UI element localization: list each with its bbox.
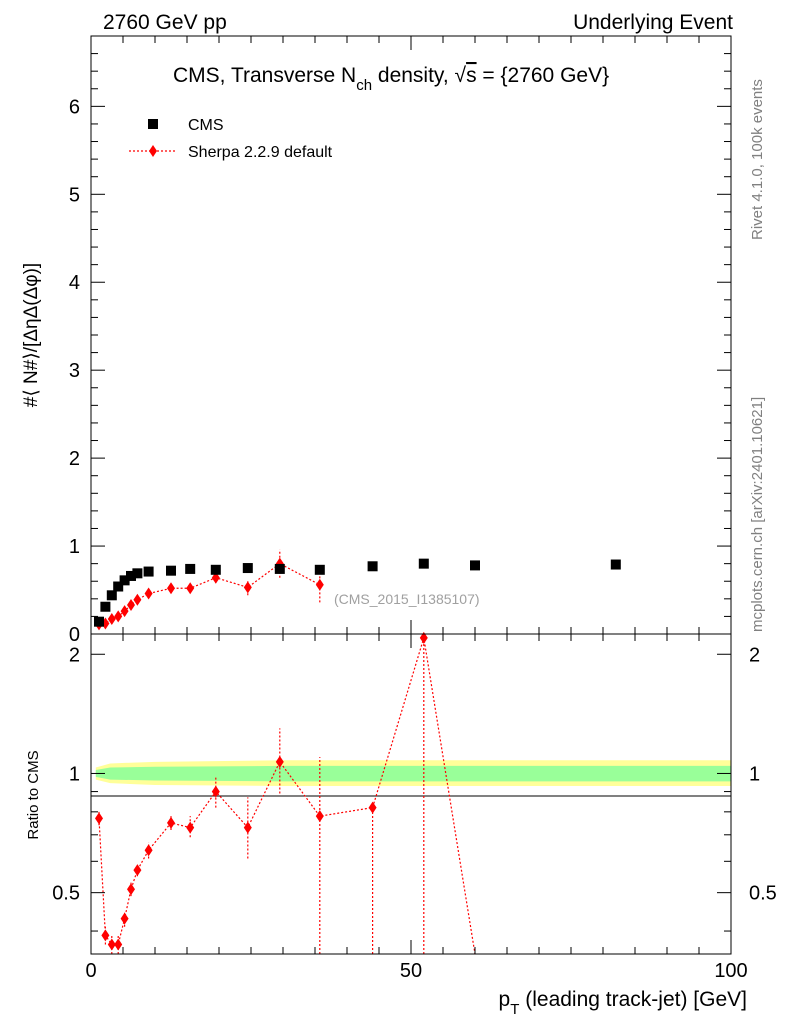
cms-point — [418, 558, 429, 569]
ratio-y-tick-label-right: 2 — [749, 644, 760, 666]
ratio-ticks — [90, 634, 732, 954]
ratio-band-inner — [95, 765, 732, 782]
main-y-tick-label: 5 — [69, 184, 80, 206]
main-panel: 0 1 2 3 4 5 6 CMS, Transverse Nch density, √s … — [21, 35, 732, 646]
ratio-sherpa-point — [186, 821, 195, 834]
legend-cms-marker — [148, 119, 158, 129]
ratio-y-tick-label-left: 1 — [69, 763, 80, 785]
x-tick-label: 100 — [714, 960, 747, 982]
mcplots-label: mcplots.cern.ch [arXiv:2401.10621] — [749, 397, 766, 632]
ratio-sherpa-point — [133, 864, 142, 877]
main-y-tick-label: 3 — [69, 360, 80, 382]
ratio-sherpa-point — [243, 821, 252, 834]
sherpa-point — [186, 582, 195, 595]
header-left: 2760 GeV pp — [103, 11, 227, 34]
x-tick-label: 0 — [85, 960, 96, 982]
cms-point — [274, 563, 285, 574]
ratio-y-tick-labels: 0.5 0.5 1 1 2 2 — [52, 644, 777, 904]
header-right: Underlying Event — [573, 11, 733, 34]
x-tick-labels: 0 50 100 — [85, 960, 747, 982]
ratio-y-tick-label-right: 1 — [749, 763, 760, 785]
main-y-tick-label: 4 — [69, 272, 80, 294]
sherpa-point — [107, 613, 116, 626]
ratio-sherpa-point — [120, 912, 129, 925]
sherpa-point — [127, 598, 135, 611]
ratio-sherpa-point — [114, 938, 123, 951]
ratio-sherpa-point — [315, 810, 324, 823]
x-axis-label: pT (leading track-jet) [GeV] — [499, 988, 747, 1018]
legend-sherpa-label: Sherpa 2.2.9 default — [188, 144, 333, 161]
main-y-tick-label: 1 — [69, 536, 80, 558]
ratio-sherpa-point — [419, 631, 428, 644]
chart-title: CMS, Transverse Nch density, √s = {2760 … — [173, 64, 609, 94]
ratio-uncertainty-bands — [95, 760, 732, 786]
cms-point — [166, 565, 176, 576]
ratio-y-tick-label-left: 2 — [69, 644, 80, 666]
sherpa-point — [114, 610, 123, 623]
ratio-sherpa-point — [101, 929, 110, 942]
cms-point — [106, 590, 117, 601]
analysis-tag: (CMS_2015_I1385107) — [334, 591, 480, 607]
sherpa-point — [133, 593, 142, 606]
y-axis-label: #⟨ N#⟩/[ΔηΔ(Δφ)] — [21, 263, 42, 407]
ratio-sherpa-point — [107, 938, 116, 951]
sherpa-point — [167, 582, 175, 595]
rivet-version-label: Rivet 4.1.0, 100k events — [749, 79, 766, 240]
main-y-tick-label: 0 — [69, 624, 80, 646]
main-ticks — [90, 35, 732, 635]
cms-point — [119, 575, 130, 586]
cms-point — [367, 561, 378, 572]
ratio-sherpa-point — [95, 812, 103, 825]
ratio-y-tick-label-right: 0.5 — [749, 883, 777, 905]
sherpa-line — [98, 562, 321, 625]
ratio-sherpa-point — [167, 816, 175, 829]
ratio-y-tick-label-left: 0.5 — [52, 883, 80, 905]
sherpa-point — [315, 578, 324, 591]
main-y-tick-label: 2 — [69, 448, 80, 470]
ratio-sherpa-point — [368, 801, 377, 814]
cms-point — [242, 563, 253, 574]
ratio-data-marks — [95, 631, 476, 955]
cms-point — [126, 570, 136, 581]
cms-point — [113, 581, 124, 592]
main-y-tick-labels: 0 1 2 3 4 5 6 — [69, 96, 80, 646]
ratio-sherpa-point — [127, 883, 135, 896]
ratio-panel: 0.5 0.5 1 1 2 2 Ratio to CMS — [25, 631, 777, 955]
cms-point — [185, 563, 196, 574]
main-data-marks — [94, 549, 621, 631]
cms-point — [132, 568, 143, 579]
ratio-axis-label: Ratio to CMS — [25, 750, 42, 839]
legend: CMS Sherpa 2.2.9 default — [129, 117, 333, 161]
cms-point — [94, 616, 104, 627]
x-tick-label: 50 — [400, 960, 422, 982]
main-y-tick-label: 6 — [69, 96, 80, 118]
ratio-sherpa-point — [275, 755, 284, 768]
cms-point — [100, 601, 111, 612]
sherpa-point — [144, 587, 153, 600]
ratio-frame — [90, 633, 732, 955]
main-frame — [90, 35, 732, 635]
sherpa-point — [120, 605, 129, 618]
cms-point — [314, 564, 325, 575]
sherpa-point — [243, 581, 252, 594]
legend-cms-label: CMS — [188, 117, 224, 134]
cms-point — [610, 559, 621, 570]
ratio-sherpa-point — [211, 785, 220, 798]
cms-point — [143, 566, 154, 577]
cms-point — [470, 560, 480, 571]
cms-point — [210, 564, 221, 575]
ratio-sherpa-point — [144, 844, 153, 857]
legend-sherpa-marker — [149, 145, 157, 157]
